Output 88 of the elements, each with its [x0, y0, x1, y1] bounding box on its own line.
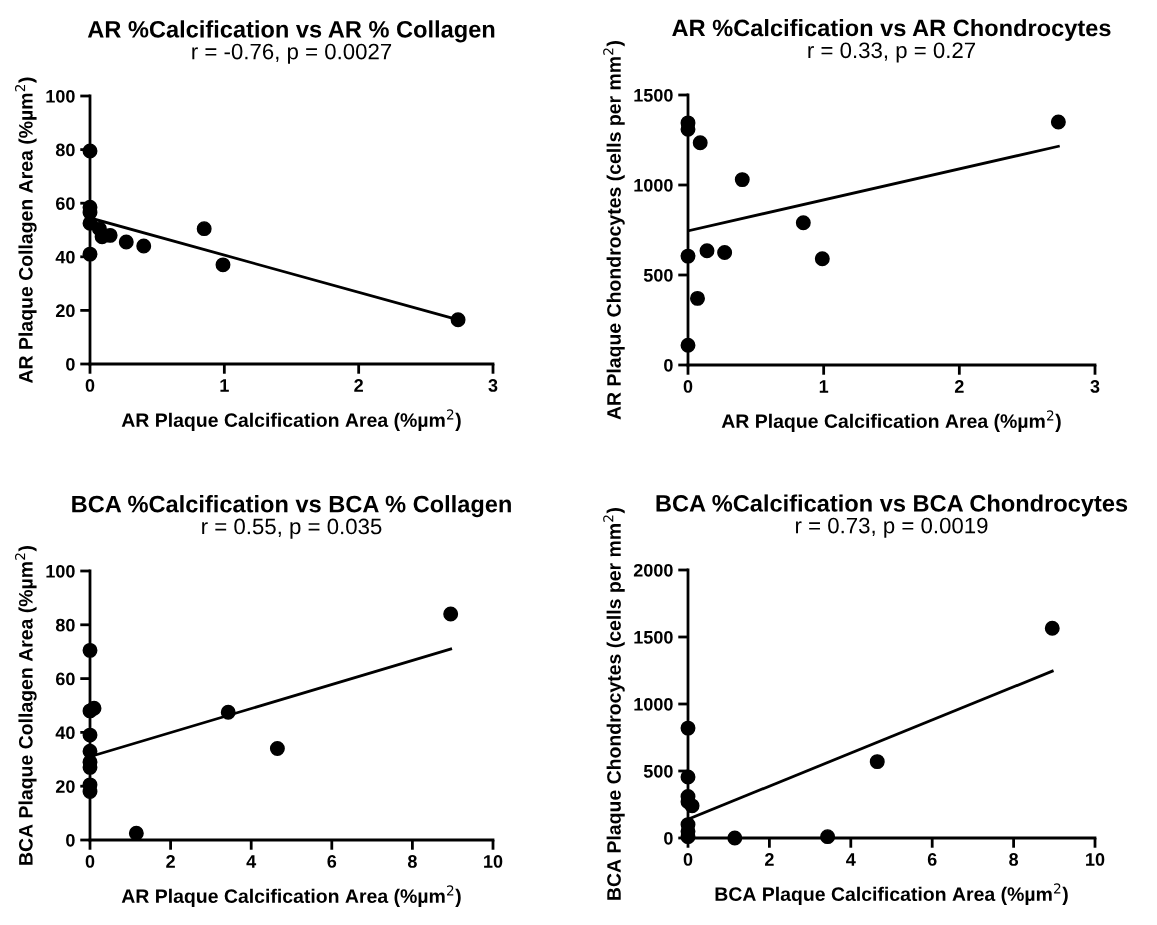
x-tick-label: 2 — [765, 853, 774, 866]
y-tick-label: 500 — [643, 268, 673, 282]
point — [690, 290, 705, 306]
point — [717, 245, 733, 260]
point — [82, 642, 98, 658]
point — [814, 251, 830, 267]
y-tick-label: 100 — [46, 564, 75, 578]
x-tick-label: 10 — [1086, 853, 1105, 866]
y-tick-label: 1500 — [634, 630, 673, 644]
y-axis-title: AR Plaque Collagen Area (%µm$^{2}$) — [14, 77, 37, 384]
point — [680, 720, 696, 736]
y-axis-title: AR Plaque Chondrocytes (cells per mm$^{2}$) — [603, 41, 625, 420]
point — [684, 798, 700, 814]
x-tick-label: 10 — [484, 855, 503, 868]
chart-subtitle: r = 0.73, p = 0.0019 — [795, 517, 988, 538]
point — [820, 829, 836, 845]
x-tick-label: 4 — [246, 855, 257, 868]
x-tick-label: 6 — [327, 855, 337, 868]
y-tick-label: 100 — [46, 89, 75, 103]
point — [196, 221, 212, 237]
x-tick-label: 0 — [683, 380, 693, 393]
x-tick-label: 3 — [1090, 380, 1100, 393]
y-tick-label: 2000 — [633, 563, 673, 577]
x-tick-label: 8 — [407, 855, 417, 868]
point — [795, 215, 811, 231]
y-tick-label: 0 — [66, 357, 75, 371]
point — [680, 248, 696, 264]
x-axis-title: AR Plaque Calcification Area (%µm$^{2}$) — [721, 410, 1061, 432]
x-tick-label: 0 — [85, 379, 95, 392]
x-tick-label: 2 — [166, 855, 175, 868]
y-tick-label: 0 — [664, 358, 673, 372]
x-tick-label: 2 — [954, 380, 964, 393]
chart-subtitle: r = 0.55, p = 0.035 — [202, 518, 382, 539]
point — [82, 727, 98, 743]
x-tick-label: 4 — [846, 853, 856, 866]
point — [1044, 620, 1060, 636]
point — [692, 135, 708, 151]
x-tick-label: 1 — [819, 380, 829, 393]
y-axis-title: BCA Plaque Collagen Area (%µm$^{2}$) — [14, 546, 37, 865]
point — [220, 704, 236, 720]
chart-subtitle: r = 0.33, p = 0.27 — [808, 42, 976, 63]
point — [128, 825, 144, 841]
point — [86, 700, 102, 716]
point — [869, 754, 885, 770]
y-tick-label: 1000 — [634, 697, 673, 711]
y-tick-label: 0 — [664, 831, 673, 845]
y-tick-label: 1500 — [634, 88, 673, 102]
y-axis-title: BCA Plaque Chondrocytes (cells per mm$^{2}$) — [603, 508, 625, 900]
x-tick-label: 3 — [488, 379, 498, 392]
chart-title: BCA %Calcification vs BCA % Collagen — [72, 495, 511, 518]
x-tick-label: 0 — [683, 853, 693, 866]
point — [269, 741, 285, 757]
y-tick-label: 80 — [55, 618, 75, 632]
point — [734, 172, 750, 188]
point — [699, 243, 715, 259]
chart-title: AR %Calcification vs AR Chondrocytes — [672, 18, 1111, 41]
point — [215, 257, 231, 273]
y-tick-label: 40 — [55, 250, 75, 264]
point — [136, 238, 152, 254]
y-tick-label: 500 — [643, 764, 673, 778]
x-tick-label: 6 — [927, 853, 937, 866]
point — [450, 312, 466, 328]
point — [118, 234, 134, 250]
x-axis-title: AR Plaque Calcification Area (%µm$^{2}$) — [121, 885, 461, 907]
chart-title: AR %Calcification vs AR % Collagen — [87, 20, 495, 43]
point — [443, 606, 459, 622]
y-tick-label: 80 — [55, 143, 75, 157]
point — [727, 830, 743, 846]
chart-subtitle: r = -0.76, p = 0.0027 — [192, 43, 392, 64]
y-tick-label: 1000 — [634, 178, 673, 192]
chart-title: BCA %Calcification vs BCA Chondrocytes — [656, 494, 1128, 517]
y-tick-label: 20 — [55, 304, 75, 318]
x-tick-label: 2 — [354, 379, 363, 392]
point — [680, 337, 696, 353]
point — [680, 769, 696, 785]
point — [82, 246, 98, 262]
y-tick-label: 0 — [66, 833, 75, 847]
point — [82, 143, 98, 159]
x-tick-label: 0 — [85, 855, 95, 868]
x-tick-label: 8 — [1009, 853, 1019, 866]
y-tick-label: 40 — [55, 726, 75, 740]
x-axis-title: BCA Plaque Calcification Area (%µm$^{2}$) — [715, 883, 1068, 905]
x-tick-label: 1 — [220, 379, 229, 392]
x-axis-title: AR Plaque Calcification Area (%µm$^{2}$) — [121, 409, 461, 431]
y-tick-label: 20 — [55, 780, 75, 793]
y-tick-label: 60 — [56, 197, 75, 210]
point — [1050, 114, 1066, 130]
y-tick-label: 60 — [56, 672, 75, 686]
